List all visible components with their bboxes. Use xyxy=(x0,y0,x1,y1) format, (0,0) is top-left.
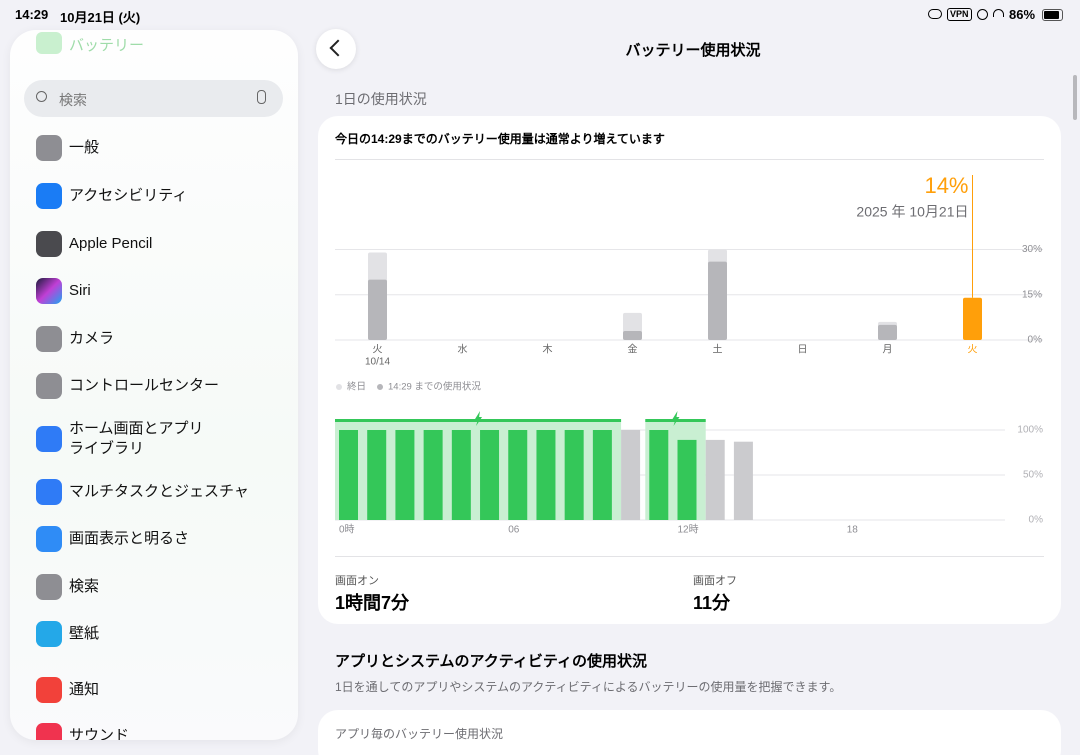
sidebar-icon xyxy=(36,677,62,703)
scrollbar xyxy=(1073,75,1077,120)
sidebar-item[interactable]: 一般 xyxy=(36,133,99,163)
sidebar-icon xyxy=(36,621,62,647)
sidebar-icon xyxy=(36,479,62,505)
sidebar-label: ホーム画面とアプリ ライブラリ xyxy=(69,420,204,457)
section-title: 1日の使用状況 xyxy=(335,91,427,107)
activity-title: アプリとシステムのアクティビティの使用状況 xyxy=(335,653,648,670)
sidebar-label: アクセシビリティ xyxy=(69,187,188,204)
sidebar-icon xyxy=(36,135,62,161)
screen-off-label: 画面オフ xyxy=(693,575,737,587)
sidebar-label: Apple Pencil xyxy=(69,235,153,252)
sidebar-item[interactable]: 壁紙 xyxy=(36,619,99,649)
battery-fill xyxy=(1044,11,1059,19)
sidebar-item[interactable]: カメラ xyxy=(36,324,114,354)
search-field[interactable]: 検索 xyxy=(24,80,283,117)
sidebar-label: 通知 xyxy=(69,681,100,698)
sidebar-icon xyxy=(36,426,62,452)
per-app-title: アプリ毎のバッテリー使用状況 xyxy=(335,727,504,741)
headphones-icon xyxy=(993,9,1004,17)
screen-on-value: 1時間7分 xyxy=(335,593,410,613)
screen-off-value: 11分 xyxy=(693,593,731,613)
sidebar-item[interactable]: アクセシビリティ xyxy=(36,181,187,211)
per-app-card xyxy=(318,710,1061,755)
card-heading: 今日の14:29までのバッテリー使用量は通常より増えています xyxy=(335,132,665,146)
sidebar-item[interactable]: 画面表示と明るさ xyxy=(36,524,189,554)
screen-on-label: 画面オン xyxy=(335,575,379,587)
sidebar-icon xyxy=(36,373,62,399)
sidebar-label: 一般 xyxy=(69,139,100,156)
sidebar-label: 画面表示と明るさ xyxy=(69,530,190,547)
link-icon xyxy=(928,9,942,19)
battery-icon xyxy=(1042,9,1063,21)
sidebar-icon xyxy=(36,278,62,304)
divider xyxy=(335,159,1044,160)
sidebar-item[interactable]: 通知 xyxy=(36,675,99,705)
sidebar-item[interactable]: サウンド xyxy=(36,721,129,740)
sidebar-icon xyxy=(36,326,62,352)
sidebar-label: マルチタスクとジェスチャ xyxy=(69,483,249,500)
sidebar-item[interactable]: ホーム画面とアプリ ライブラリ xyxy=(36,420,204,457)
vpn-badge: VPN xyxy=(947,8,972,21)
battery-percent: 86% xyxy=(1009,7,1036,22)
status-time: 14:29 xyxy=(15,7,49,22)
back-button[interactable] xyxy=(316,29,356,69)
sidebar-label: カメラ xyxy=(69,330,115,347)
sidebar-label: 壁紙 xyxy=(69,625,100,642)
sidebar-icon xyxy=(36,723,62,740)
divider xyxy=(335,556,1044,557)
status-date: 10月21日 (火) xyxy=(60,10,141,25)
sidebar-item[interactable]: 検索 xyxy=(36,572,99,602)
sidebar-icon xyxy=(36,183,62,209)
sidebar-icon xyxy=(36,526,62,552)
search-icon xyxy=(36,91,47,102)
current-icon xyxy=(36,32,62,54)
search-placeholder: 検索 xyxy=(59,92,87,108)
sidebar-icon xyxy=(36,231,62,257)
mic-icon xyxy=(257,90,266,104)
sidebar-label: サウンド xyxy=(69,727,130,740)
sidebar-icon xyxy=(36,574,62,600)
sidebar-item[interactable]: マルチタスクとジェスチャ xyxy=(36,477,249,507)
usage-card xyxy=(318,116,1061,624)
sidebar-current: バッテリー xyxy=(69,37,145,54)
back-chevron xyxy=(329,39,347,57)
sidebar-label: Siri xyxy=(69,282,91,299)
location-icon xyxy=(977,9,988,20)
sidebar: バッテリー 検索 一般アクセシビリティ Apple Pencil Siri カメラコン… xyxy=(10,30,298,740)
sidebar-item[interactable]: Siri xyxy=(36,276,91,306)
sidebar-label: コントロールセンター xyxy=(69,377,220,394)
sidebar-item[interactable]: Apple Pencil xyxy=(36,229,152,259)
activity-description: 1日を通してのアプリやシステムのアクティビティによるバッテリーの使用量を把握でき… xyxy=(335,680,842,694)
nav-title: バッテリー使用状況 xyxy=(625,42,761,59)
sidebar-item[interactable]: コントロールセンター xyxy=(36,371,219,401)
sidebar-label: 検索 xyxy=(69,578,100,595)
